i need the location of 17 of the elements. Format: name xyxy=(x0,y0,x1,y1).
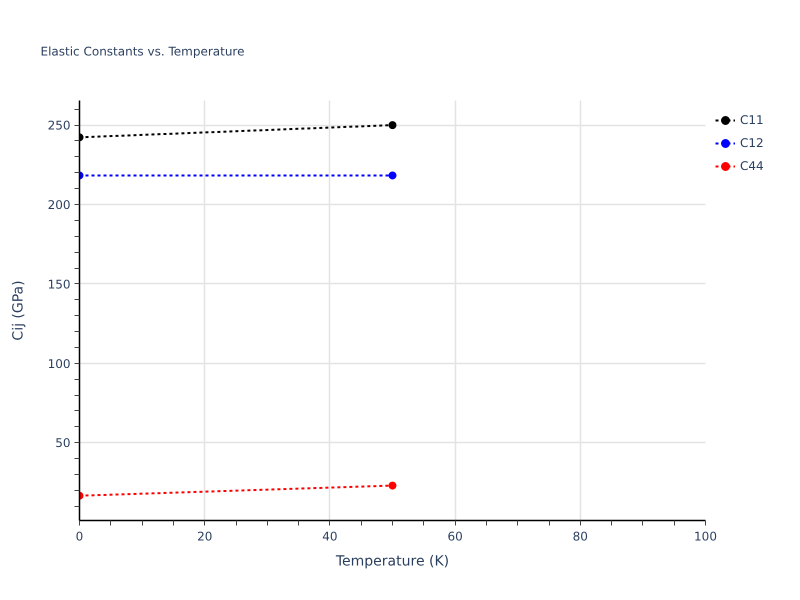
chart-title: Elastic Constants vs. Temperature xyxy=(40,44,244,58)
x-tick-label: 20 xyxy=(197,530,212,544)
y-tick-label: 100 xyxy=(48,356,70,371)
x-axis-title: Temperature (K) xyxy=(334,554,450,570)
legend-label: C12 xyxy=(740,136,764,150)
legend-label: C44 xyxy=(740,159,764,173)
y-tick-label: 250 xyxy=(48,118,70,133)
x-tick-label: 60 xyxy=(447,530,463,544)
y-tick-label: 50 xyxy=(55,436,71,450)
y-tick-label: 150 xyxy=(48,277,70,292)
y-axis-title: Cij (GPa) xyxy=(10,280,27,341)
x-tick-label: 40 xyxy=(322,530,338,544)
legend-label: C11 xyxy=(740,113,764,127)
x-tick-label: 80 xyxy=(572,530,588,544)
x-tick-label: 0 xyxy=(76,530,84,544)
y-tick-label: 200 xyxy=(48,198,70,212)
x-tick-label: 100 xyxy=(694,530,717,544)
